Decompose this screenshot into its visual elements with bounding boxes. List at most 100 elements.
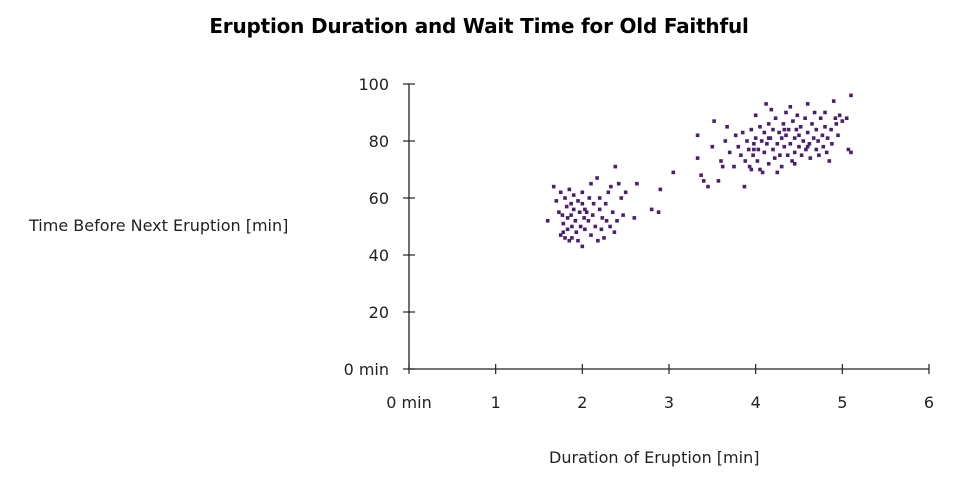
data-point	[808, 156, 813, 160]
data-point	[803, 116, 807, 120]
data-point	[587, 196, 592, 200]
data-point	[794, 127, 799, 132]
data-point	[749, 167, 754, 172]
data-point	[699, 173, 703, 177]
data-point	[563, 236, 567, 240]
data-point	[805, 130, 810, 135]
data-point	[753, 113, 758, 118]
data-point	[746, 147, 751, 152]
data-point	[837, 113, 842, 118]
x-tick-label: 3	[664, 393, 674, 412]
data-point	[545, 219, 550, 223]
data-point	[723, 139, 728, 143]
data-point	[773, 116, 778, 120]
data-point	[621, 213, 625, 217]
data-point	[615, 219, 619, 223]
data-point	[574, 230, 579, 234]
data-point	[565, 216, 570, 220]
y-tick-label: 80	[369, 132, 389, 151]
data-point	[791, 119, 795, 123]
data-point	[619, 196, 624, 200]
data-point	[781, 122, 786, 126]
data-point	[570, 236, 574, 240]
data-point	[576, 199, 580, 203]
data-point	[846, 147, 851, 152]
data-point	[558, 190, 563, 195]
data-point	[827, 159, 832, 163]
data-point	[810, 122, 814, 126]
data-point	[771, 147, 775, 152]
data-point	[736, 144, 741, 149]
data-point	[834, 122, 839, 126]
data-point	[772, 156, 777, 160]
data-point	[752, 142, 756, 146]
data-point	[775, 170, 780, 175]
data-point	[805, 144, 810, 149]
data-point	[797, 133, 801, 138]
data-point	[716, 179, 721, 183]
data-point	[739, 153, 743, 157]
x-tick-label: 6	[924, 393, 934, 412]
y-tick-label: 40	[369, 246, 389, 265]
data-point	[849, 93, 853, 98]
data-point	[649, 207, 654, 212]
data-point	[795, 113, 800, 118]
data-point	[600, 216, 605, 220]
data-point	[745, 139, 749, 143]
data-point	[706, 184, 710, 189]
data-point	[766, 136, 771, 140]
data-point	[712, 119, 716, 123]
x-tick-label: 5	[837, 393, 847, 412]
data-point	[656, 210, 661, 214]
y-tick-label: 100	[358, 75, 389, 94]
data-point	[811, 136, 816, 140]
data-point	[567, 187, 572, 192]
data-point	[825, 136, 830, 140]
data-point	[749, 127, 754, 132]
data-point	[613, 164, 618, 169]
data-point	[785, 153, 790, 157]
data-point	[563, 196, 567, 200]
data-point	[571, 193, 576, 197]
data-point	[777, 130, 781, 135]
axes: 0 min 1 2 3 4 5 6 0 min 20 40 60 80 100	[344, 75, 935, 412]
data-point	[595, 176, 599, 180]
data-point	[603, 201, 608, 206]
data-point	[816, 139, 820, 143]
x-tick-label: 0 min	[386, 393, 431, 412]
data-point	[831, 99, 836, 103]
data-point	[558, 233, 563, 237]
data-point	[804, 147, 808, 152]
data-point	[792, 150, 797, 155]
data-point	[567, 238, 572, 243]
data-point	[719, 159, 723, 163]
data-point	[755, 159, 760, 163]
data-point	[561, 230, 566, 234]
data-point	[610, 210, 615, 214]
data-point	[593, 224, 598, 229]
data-point	[817, 153, 821, 157]
data-point	[573, 219, 578, 223]
data-point	[580, 244, 585, 249]
data-point	[557, 210, 561, 214]
data-point	[818, 116, 823, 120]
data-point	[753, 136, 758, 140]
data-point	[576, 238, 580, 243]
data-point	[580, 201, 585, 206]
data-point	[756, 147, 761, 152]
data-point	[760, 170, 765, 175]
data-point	[561, 221, 566, 226]
data-point	[580, 190, 585, 195]
data-point	[782, 144, 787, 149]
data-point	[829, 127, 833, 132]
data-point	[577, 210, 582, 214]
data-points	[545, 93, 853, 249]
data-point	[814, 127, 819, 132]
data-point	[778, 153, 782, 157]
x-tick-label: 2	[577, 393, 587, 412]
data-point	[589, 181, 593, 186]
data-point	[701, 179, 706, 183]
data-point	[765, 142, 769, 146]
data-point	[578, 224, 583, 229]
data-point	[589, 233, 593, 237]
